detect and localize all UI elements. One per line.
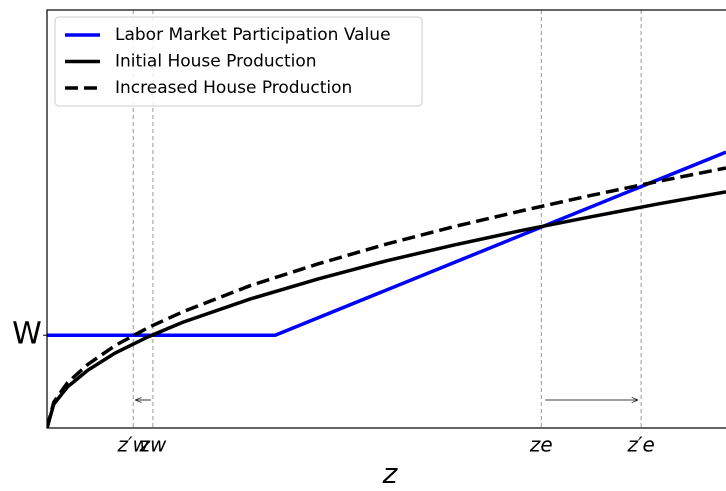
legend-label: Initial House Production [115, 52, 317, 72]
plot-area [47, 150, 726, 428]
y-tick-label: W [12, 317, 42, 352]
legend-label: Increased House Production [115, 78, 352, 98]
series-line [47, 190, 726, 428]
series-line [47, 166, 726, 428]
legend-label: Labor Market Participation Value [115, 25, 391, 45]
series-line [47, 150, 726, 337]
x-tick-label: z′w [117, 433, 150, 457]
x-tick-label: zw [138, 433, 166, 457]
plot-frame [46, 9, 726, 429]
legend-box [54, 16, 423, 107]
x-tick-label: ze [529, 433, 553, 457]
x-axis-label: z [382, 457, 399, 490]
x-tick-label: z′e [626, 433, 654, 457]
